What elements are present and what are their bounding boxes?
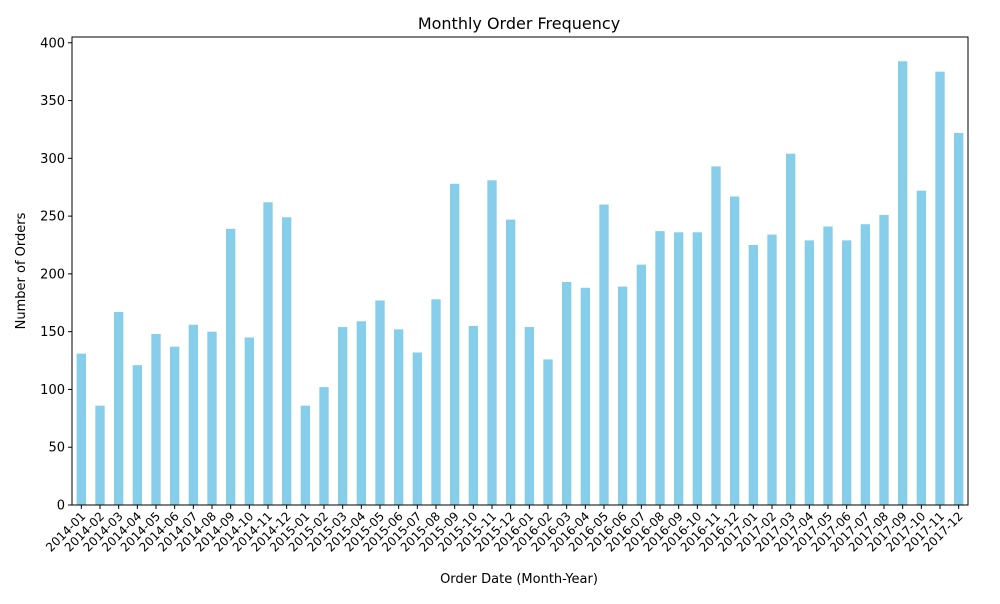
bar-2017-10 xyxy=(916,190,926,505)
bar-2016-04 xyxy=(580,287,590,505)
bar-2015-09 xyxy=(450,183,460,505)
bar-2017-02 xyxy=(767,234,777,505)
bar-2016-12 xyxy=(730,196,740,505)
y-tick-label: 250 xyxy=(40,210,65,225)
bar-2017-01 xyxy=(748,245,758,505)
y-tick-label: 0 xyxy=(57,499,65,514)
bar-2015-08 xyxy=(431,299,441,505)
bar-2016-09 xyxy=(674,232,684,506)
bar-2016-06 xyxy=(618,286,628,505)
bar-2015-07 xyxy=(412,352,422,505)
bar-2014-04 xyxy=(132,365,142,505)
bar-2017-12 xyxy=(954,132,964,505)
bar-2015-05 xyxy=(375,300,385,505)
bar-2015-11 xyxy=(487,180,497,506)
bar-2017-05 xyxy=(823,226,833,505)
bar-2014-08 xyxy=(207,331,217,505)
bars-group xyxy=(76,61,964,506)
bar-2016-03 xyxy=(562,281,572,505)
bar-2015-03 xyxy=(338,327,348,505)
x-axis: 2014-012014-022014-032014-042014-052014-… xyxy=(43,505,966,555)
bar-2017-03 xyxy=(786,153,796,505)
y-tick-label: 100 xyxy=(40,383,65,398)
bar-2015-10 xyxy=(468,325,478,505)
bar-2016-02 xyxy=(543,359,553,505)
y-tick-label: 200 xyxy=(40,267,65,282)
bar-2015-04 xyxy=(356,321,366,505)
bar-2016-11 xyxy=(711,166,721,505)
bar-2015-02 xyxy=(319,387,329,505)
bar-2016-08 xyxy=(655,231,665,505)
bar-2014-07 xyxy=(188,324,198,505)
bar-2014-12 xyxy=(282,217,292,505)
bar-2014-10 xyxy=(244,337,254,505)
bar-2016-07 xyxy=(636,264,646,505)
bar-2017-11 xyxy=(935,71,945,506)
bar-2014-06 xyxy=(170,346,180,505)
bar-2014-09 xyxy=(226,228,236,506)
bar-2014-02 xyxy=(95,405,105,505)
bar-2014-03 xyxy=(114,312,124,505)
y-tick-label: 50 xyxy=(48,441,65,456)
y-axis: 0 50 100 150 200 250 300 350 400 xyxy=(40,36,72,514)
bar-2015-01 xyxy=(300,405,310,505)
y-tick-label: 300 xyxy=(40,152,65,167)
bar-2015-12 xyxy=(506,219,516,506)
bar-2014-05 xyxy=(151,333,161,505)
y-tick-label: 400 xyxy=(40,36,65,51)
bar-2014-01 xyxy=(76,353,86,505)
bar-2016-01 xyxy=(524,327,534,505)
y-axis-label: Number of Orders xyxy=(14,212,29,329)
y-tick-label: 350 xyxy=(40,94,65,109)
bar-2014-11 xyxy=(263,202,273,505)
plot-frame xyxy=(71,36,969,506)
y-tick-label: 150 xyxy=(40,325,65,340)
bar-2016-10 xyxy=(692,232,702,506)
x-axis-label: Order Date (Month-Year) xyxy=(440,572,598,587)
bar-2017-06 xyxy=(842,240,852,505)
bar-2017-07 xyxy=(860,224,870,505)
bar-2017-09 xyxy=(898,61,908,506)
bar-2017-04 xyxy=(804,240,814,505)
bar-2015-06 xyxy=(394,329,404,505)
bar-2017-08 xyxy=(879,214,889,505)
chart-title: Monthly Order Frequency xyxy=(418,14,620,33)
bar-2016-05 xyxy=(599,204,609,506)
